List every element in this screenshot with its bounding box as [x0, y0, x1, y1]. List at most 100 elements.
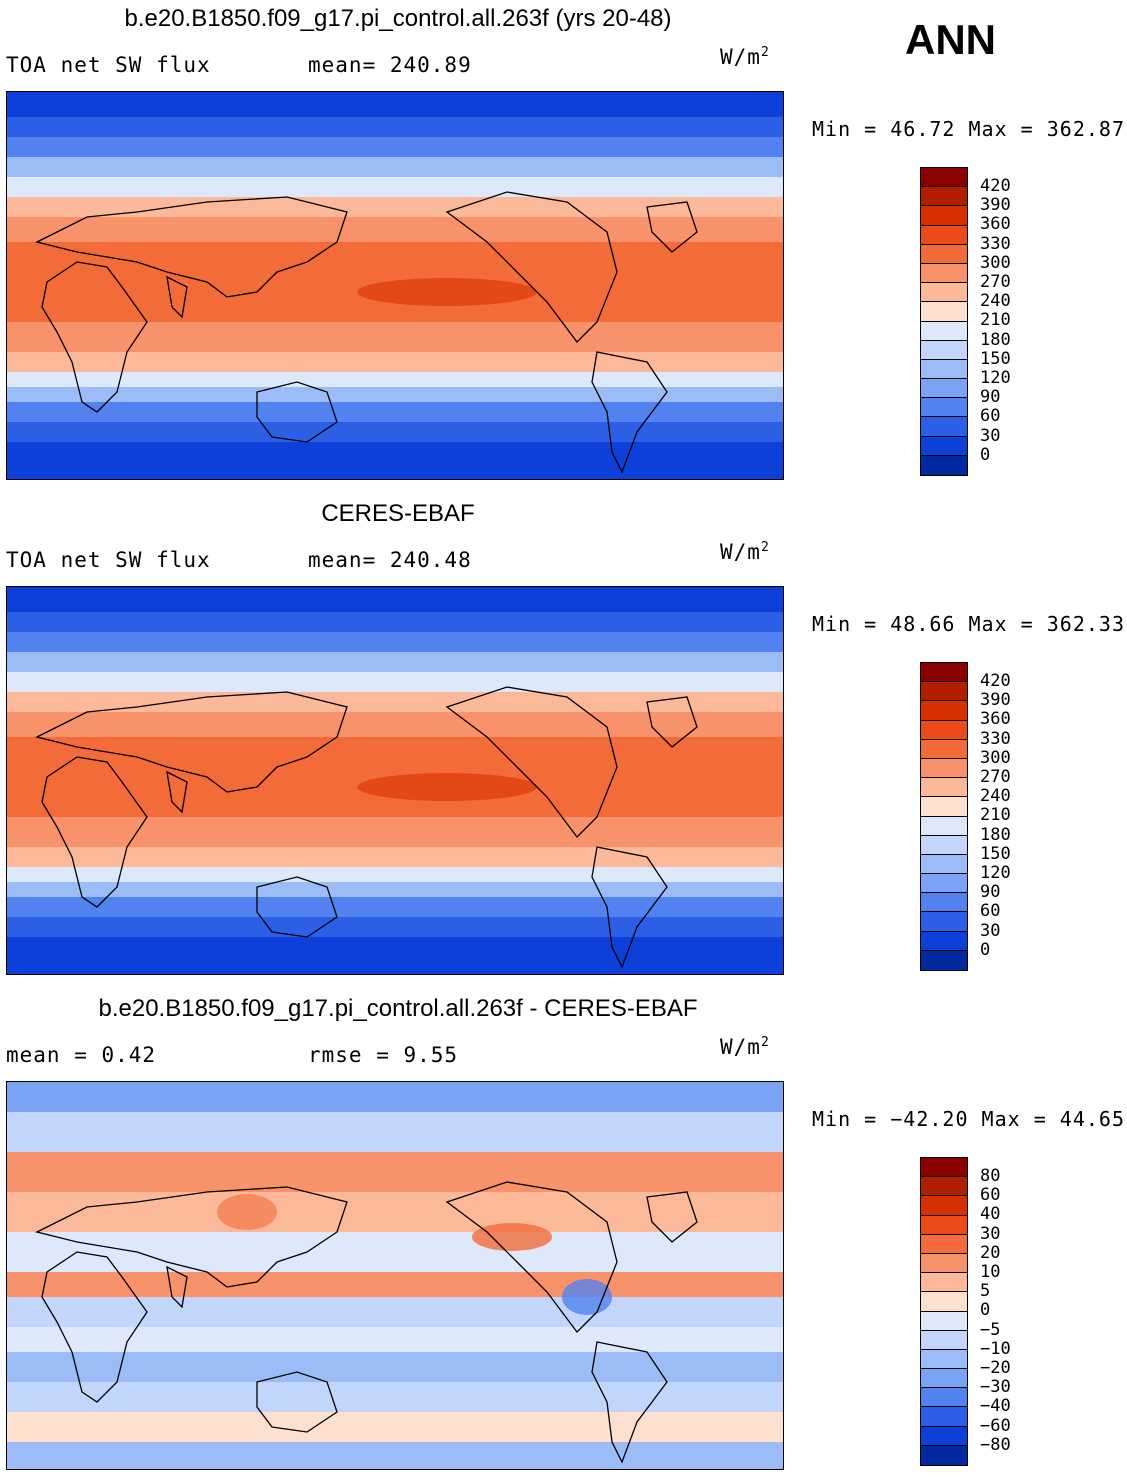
colorbar-tick-label: 60 — [980, 406, 1001, 427]
colorbar-tick-label: 0 — [980, 939, 991, 960]
colorbar-swatch — [921, 1369, 967, 1389]
colorbar-swatch — [921, 1234, 967, 1254]
colorbar-swatch — [921, 1273, 967, 1293]
colorbar-tick-label: 360 — [980, 709, 1011, 730]
colorbar-tick-label: 300 — [980, 747, 1011, 768]
colorbar-tick-label: 420 — [980, 671, 1011, 691]
colorbar-tick-label: −10 — [980, 1338, 1011, 1359]
colorbar-swatch — [921, 302, 967, 322]
colorbar-swatch — [921, 739, 967, 759]
colorbar-tick-label: 60 — [980, 901, 1001, 922]
colorbar-swatch — [921, 1407, 967, 1427]
colorbar-tick-label: 60 — [980, 1185, 1001, 1206]
colorbar-tick-label: 10 — [980, 1262, 1001, 1282]
colorbar-swatch — [921, 225, 967, 245]
panel-left-label: TOA net SW flux — [6, 548, 211, 572]
colorbar-swatch — [921, 417, 967, 437]
panel-units: W/m2 — [720, 540, 770, 564]
colorbar-swatch — [921, 835, 967, 855]
map-plot — [6, 586, 784, 975]
colorbar-tick-label: 330 — [980, 728, 1011, 749]
colorbar-swatch — [921, 398, 967, 418]
colorbar-swatch — [921, 1177, 967, 1197]
colorbar: 420 390 360 330 300 270 240 210 180 150 120 90 60 30 0 — [920, 167, 1011, 476]
colorbar-tick-label: 390 — [980, 195, 1011, 216]
colorbar-swatch — [921, 1426, 967, 1446]
colorbar-swatch — [921, 893, 967, 913]
colorbar-tick-label: 180 — [980, 329, 1011, 350]
colorbar-tick-label: 90 — [980, 387, 1001, 408]
colorbar-tick-label: −20 — [980, 1358, 1011, 1378]
map-plot — [6, 1081, 784, 1470]
colorbar-tick-label: 30 — [980, 1223, 1001, 1244]
colorbar-swatch — [921, 1158, 967, 1178]
colorbar-tick-label: 150 — [980, 348, 1011, 369]
colorbar-swatch — [921, 340, 967, 360]
colorbar-tick-label: 0 — [980, 1300, 991, 1321]
colorbar-swatch — [921, 1292, 967, 1312]
colorbar-swatch — [921, 682, 967, 702]
colorbar-tick-label: 30 — [980, 425, 1001, 446]
colorbar-swatch — [921, 321, 967, 341]
colorbar-swatch — [921, 1388, 967, 1408]
colorbar-tick-label: 80 — [980, 1166, 1001, 1186]
panel-minmax: Min = 46.72 Max = 362.87 — [812, 117, 1125, 141]
colorbar: 420 390 360 330 300 270 240 210 180 150 120 90 60 30 0 — [920, 662, 1011, 971]
colorbar-swatch — [921, 816, 967, 836]
colorbar-swatch — [921, 701, 967, 721]
colorbar-tick-label: −40 — [980, 1396, 1011, 1417]
colorbar-swatch — [921, 720, 967, 740]
colorbar-swatch — [921, 283, 967, 303]
colorbar-swatch — [921, 206, 967, 226]
colorbar-tick-label: 40 — [980, 1204, 1001, 1225]
panel-title: b.e20.B1850.f09_g17.pi_control.all.263f … — [98, 995, 698, 1022]
colorbar-swatch — [921, 854, 967, 875]
panel-stat-label: rmse = 9.55 — [308, 1043, 459, 1067]
colorbar-swatch — [921, 663, 967, 683]
colorbar-tick-label: 20 — [980, 1242, 1001, 1263]
colorbar-swatch — [921, 1330, 967, 1350]
colorbar-tick-label: 420 — [980, 176, 1011, 196]
colorbar-tick-label: 210 — [980, 310, 1011, 331]
colorbar-tick-label: 330 — [980, 233, 1011, 254]
colorbar-swatch — [921, 244, 967, 264]
colorbar-swatch — [921, 187, 967, 207]
colorbar-tick-label: 30 — [980, 920, 1001, 941]
map-plot — [6, 91, 784, 480]
colorbar-tick-label: 270 — [980, 767, 1011, 787]
colorbar-swatch — [921, 1253, 967, 1274]
panel-minmax: Min = 48.66 Max = 362.33 — [812, 612, 1125, 636]
panel-units: W/m2 — [720, 1035, 770, 1059]
colorbar-tick-label: 390 — [980, 690, 1011, 711]
panel-title: b.e20.B1850.f09_g17.pi_control.all.263f … — [124, 5, 672, 32]
colorbar-tick-label: −5 — [980, 1319, 1001, 1340]
colorbar-swatch — [921, 379, 967, 399]
colorbar-tick-label: 300 — [980, 252, 1011, 273]
panel-title: CERES-EBAF — [321, 500, 475, 527]
panel-left-label: TOA net SW flux — [6, 53, 211, 77]
colorbar-swatch — [921, 778, 967, 798]
colorbar-swatch — [921, 359, 967, 380]
colorbar-swatch — [921, 1311, 967, 1331]
colorbar-swatch — [921, 1349, 967, 1370]
season-label: ANN — [905, 16, 996, 63]
colorbar-tick-label: 5 — [980, 1281, 991, 1302]
colorbar-tick-label: 360 — [980, 214, 1011, 235]
colorbar-tick-label: −80 — [980, 1434, 1011, 1455]
panel-stat-label: mean= 240.48 — [308, 548, 472, 572]
colorbar-swatch — [921, 931, 967, 951]
colorbar: 80 60 40 30 20 10 5 0 −5 −10 −20 −30 −40 −60 −80 — [920, 1157, 1011, 1466]
colorbar-swatch — [921, 1196, 967, 1216]
colorbar-swatch — [921, 168, 967, 188]
colorbar-swatch — [921, 950, 967, 970]
colorbar-swatch — [921, 1215, 967, 1235]
panel-stat-label: mean= 240.89 — [308, 53, 472, 77]
panel-left-label: mean = 0.42 — [6, 1043, 157, 1067]
panel-units: W/m2 — [720, 45, 770, 69]
colorbar-swatch — [921, 263, 967, 284]
colorbar-tick-label: 240 — [980, 786, 1011, 807]
colorbar-tick-label: 180 — [980, 824, 1011, 845]
colorbar-tick-label: 0 — [980, 444, 991, 465]
colorbar-tick-label: 120 — [980, 863, 1011, 883]
colorbar-tick-label: 120 — [980, 368, 1011, 388]
